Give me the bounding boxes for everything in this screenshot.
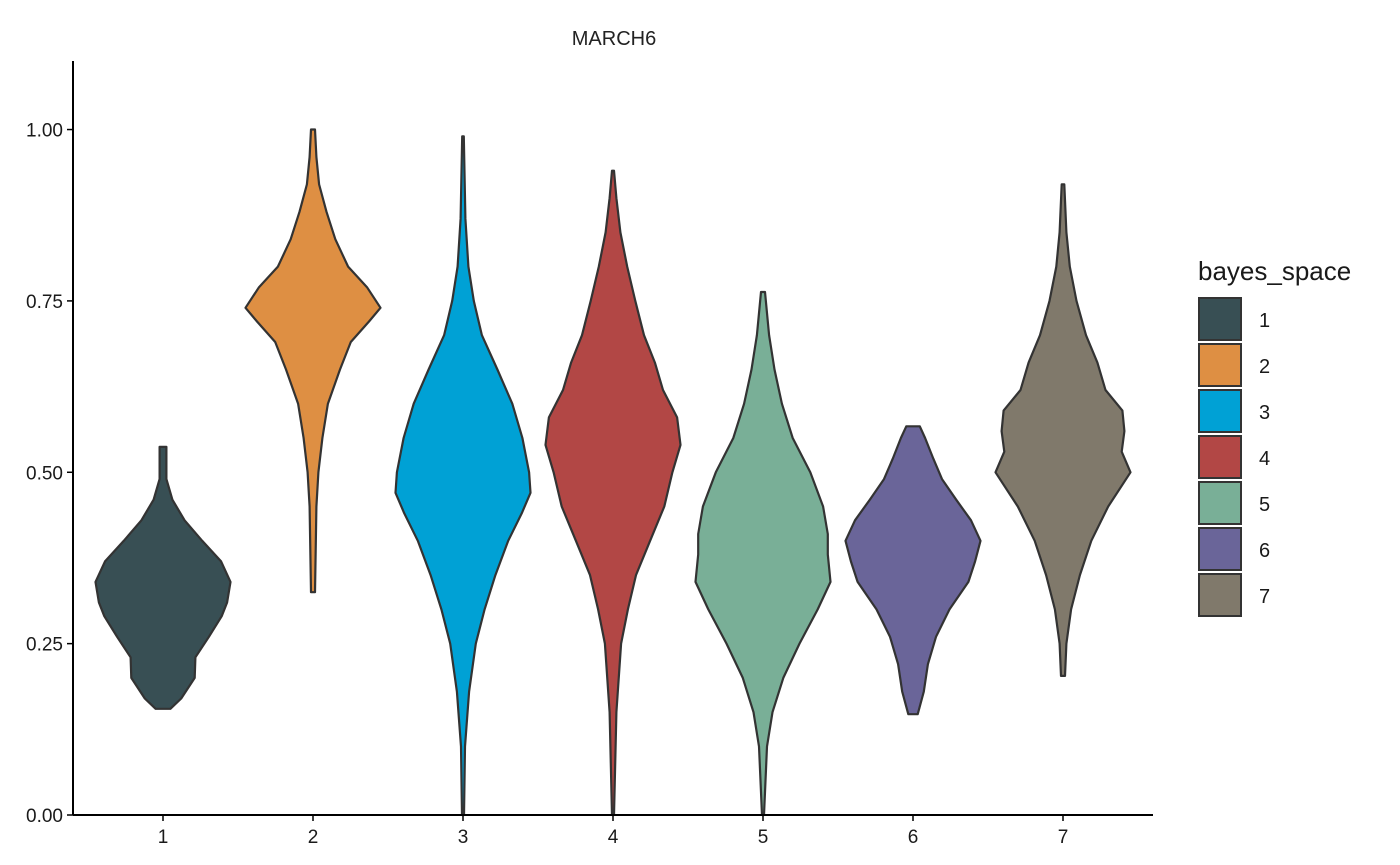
- y-tick-label: 0.00: [26, 806, 63, 827]
- x-tick-label: 3: [458, 827, 469, 848]
- x-tick-label: 5: [758, 827, 769, 848]
- legend-title: bayes_space: [1198, 256, 1351, 286]
- violin-2: [244, 128, 382, 594]
- violin-5: [694, 290, 832, 817]
- legend-label-4: 4: [1259, 448, 1270, 470]
- violin-1: [94, 445, 232, 710]
- y-tick-label: 0.75: [26, 292, 63, 313]
- legend-swatch-6: [1198, 527, 1242, 571]
- x-tick-label: 4: [608, 827, 619, 848]
- legend-swatch-4: [1198, 435, 1242, 479]
- legend-label-3: 3: [1259, 402, 1270, 424]
- y-tick-label: 0.50: [26, 463, 63, 484]
- legend-label-5: 5: [1259, 494, 1270, 516]
- legend-label-1: 1: [1259, 310, 1270, 332]
- legend-swatch-3: [1198, 389, 1242, 433]
- x-tick-label: 1: [158, 827, 169, 848]
- legend-swatch-2: [1198, 343, 1242, 387]
- x-tick-label: 2: [308, 827, 319, 848]
- legend-items: 1 2 3 4 5 6 7: [1198, 297, 1270, 617]
- legend-swatch-1: [1198, 297, 1242, 341]
- legend: bayes_space 1 2 3 4 5 6 7: [1198, 256, 1351, 617]
- chart-title: MARCH6: [572, 28, 656, 50]
- y-tick-label: 1.00: [26, 121, 63, 142]
- violin-3: [394, 135, 532, 817]
- x-tick-label: 7: [1058, 827, 1069, 848]
- legend-label-6: 6: [1259, 540, 1270, 562]
- x-tick-label: 6: [908, 827, 919, 848]
- legend-label-2: 2: [1259, 356, 1270, 378]
- violin-6: [844, 425, 982, 716]
- legend-swatch-7: [1198, 573, 1242, 617]
- violin-7: [994, 183, 1132, 677]
- axes: 0.00 0.25 0.50 0.75 1.00 1 2 3 4 5 6 7: [26, 61, 1153, 848]
- legend-swatch-5: [1198, 481, 1242, 525]
- violin-4: [544, 169, 682, 817]
- y-tick-label: 0.25: [26, 635, 63, 656]
- violin-layer: [94, 128, 1132, 817]
- legend-label-7: 7: [1259, 586, 1270, 608]
